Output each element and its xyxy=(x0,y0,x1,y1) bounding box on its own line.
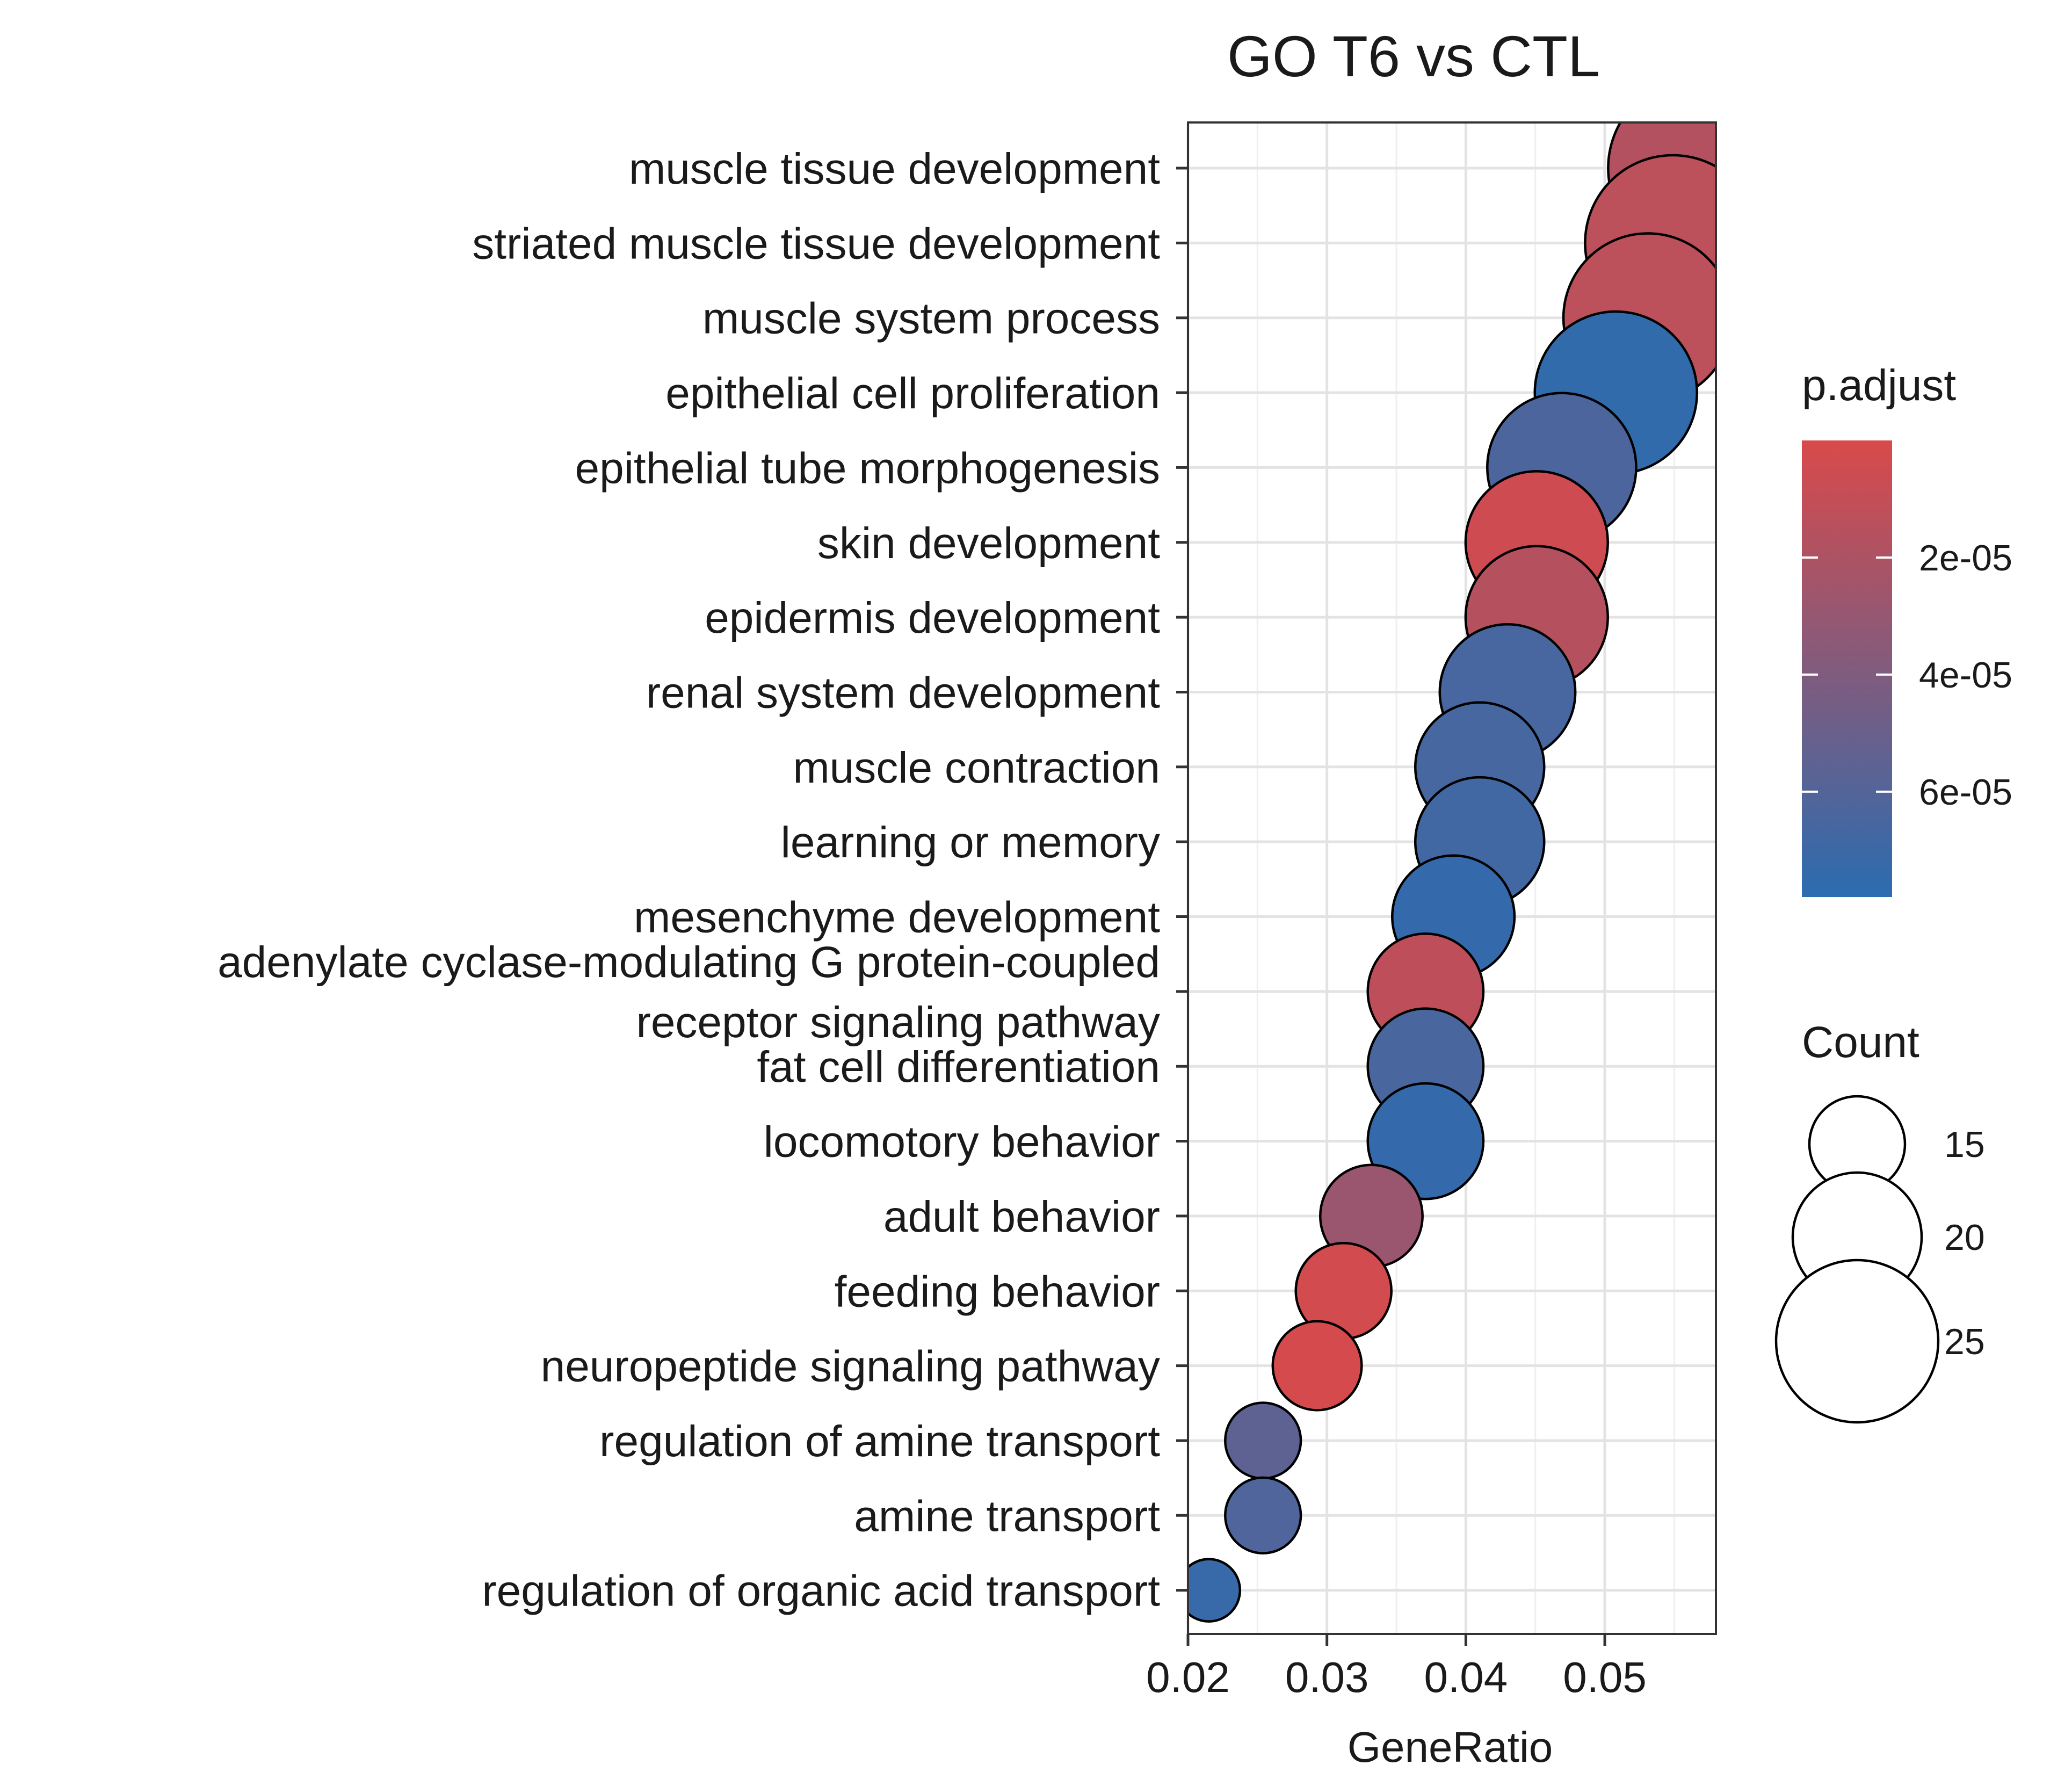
y-tick-label: regulation of organic acid transport xyxy=(482,1567,1160,1616)
x-tick-label: 0.04 xyxy=(1424,1653,1508,1701)
y-tick-label: neuropeptide signaling pathway xyxy=(541,1342,1160,1391)
y-tick-label: adult behavior xyxy=(883,1192,1160,1241)
x-tick-label: 0.02 xyxy=(1146,1653,1230,1701)
plot-panel xyxy=(1186,121,1717,1635)
y-tick-label: epithelial cell proliferation xyxy=(665,369,1160,418)
size-legend-title: Count xyxy=(1802,1018,1919,1067)
data-point xyxy=(1366,1082,1485,1201)
color-legend-label: 6e-05 xyxy=(1919,772,2012,813)
y-tick-label: locomotory behavior xyxy=(764,1118,1160,1167)
data-points xyxy=(1188,122,1716,1623)
size-legend-label: 25 xyxy=(1944,1321,1985,1362)
color-legend-label: 4e-05 xyxy=(1919,655,2012,696)
y-tick-label: muscle system process xyxy=(702,294,1160,343)
chart-title: GO T6 vs CTL xyxy=(1227,24,1600,89)
y-tick-label: striated muscle tissue development xyxy=(472,219,1160,268)
data-point xyxy=(1188,1558,1242,1623)
y-tick-label: skin development xyxy=(817,519,1160,568)
x-axis: 0.02 0.03 0.04 0.05 xyxy=(1146,1634,1647,1701)
size-legend-circle xyxy=(1774,1259,1940,1424)
color-legend-bar xyxy=(1802,440,1892,897)
data-point xyxy=(1224,1401,1302,1480)
y-tick-label: fat cell differentiation xyxy=(757,1043,1160,1091)
y-tick-label: muscle tissue development xyxy=(629,144,1160,193)
y-tick-label: adenylate cyclase-modulating G protein-c… xyxy=(218,938,1160,987)
y-tick-label: mesenchyme development xyxy=(634,893,1160,942)
y-tick-label: renal system development xyxy=(646,668,1160,717)
y-tick-label: learning or memory xyxy=(781,818,1160,867)
y-axis-labels: muscle tissue development striated muscle… xyxy=(218,144,1188,1616)
size-legend-label: 15 xyxy=(1944,1124,1985,1165)
x-tick-label: 0.03 xyxy=(1285,1653,1369,1701)
color-legend-title: p.adjust xyxy=(1802,361,1956,410)
y-tick-label: regulation of amine transport xyxy=(599,1417,1160,1466)
size-legend: Count 15 20 25 xyxy=(1774,1018,1985,1424)
y-tick-label: amine transport xyxy=(854,1492,1160,1541)
color-legend-label: 2e-05 xyxy=(1919,538,2012,578)
y-tick-label: feeding behavior xyxy=(835,1267,1160,1316)
y-tick-label: epidermis development xyxy=(705,594,1160,642)
panel-border xyxy=(1187,121,1717,1635)
color-legend: p.adjust 2e-05 4e-05 6e-05 xyxy=(1802,361,2012,897)
x-tick-label: 0.05 xyxy=(1563,1653,1647,1701)
data-point xyxy=(1224,1476,1302,1554)
y-tick-label: receptor signaling pathway xyxy=(636,998,1160,1047)
y-tick-label: muscle contraction xyxy=(793,743,1160,792)
y-tick-label: epithelial tube morphogenesis xyxy=(575,444,1160,493)
x-axis-title: GeneRatio xyxy=(1347,1723,1553,1771)
data-point xyxy=(1271,1320,1363,1412)
size-legend-label: 20 xyxy=(1944,1217,1985,1258)
